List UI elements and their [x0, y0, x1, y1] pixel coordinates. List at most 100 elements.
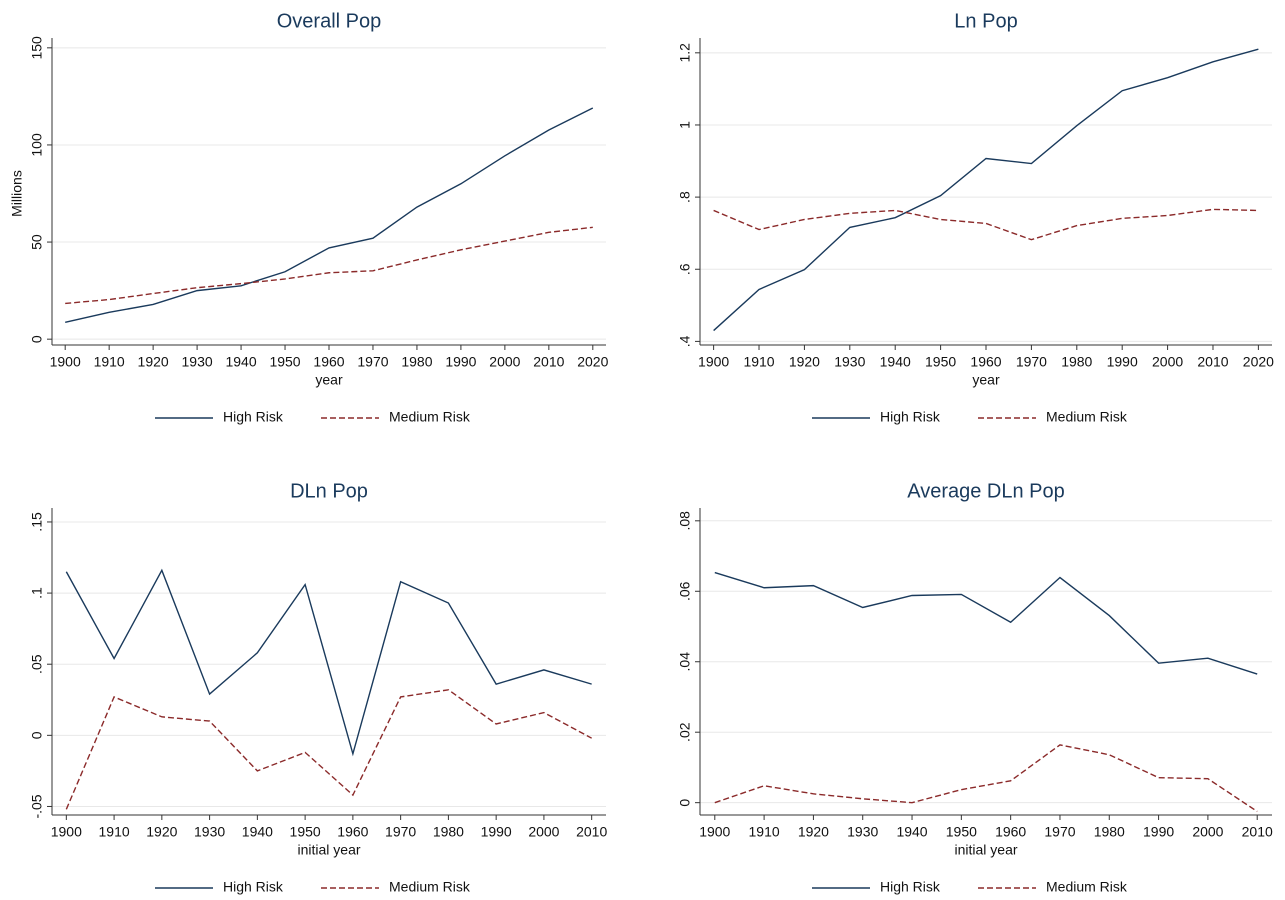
y-tick-label: .6: [677, 263, 693, 275]
x-tick-label: 1910: [94, 354, 125, 370]
x-axis-label: year: [315, 372, 343, 388]
y-tick-label: 0: [677, 799, 693, 807]
panel: DLn Pop -.05 0 .05 .1 .15 1900 1910 1920 1930 1940…: [29, 480, 608, 894]
x-tick-label: 1960: [995, 824, 1026, 840]
chart-title: Ln Pop: [954, 10, 1017, 32]
y-tick-label: .8: [677, 191, 693, 203]
x-tick-label: 2000: [489, 354, 520, 370]
y-tick-label: 100: [29, 133, 45, 157]
x-tick-label: 2000: [1192, 824, 1223, 840]
x-tick-label: 1970: [385, 824, 416, 840]
x-tick-label: 1940: [896, 824, 927, 840]
y-tick-label: .06: [677, 581, 693, 601]
x-tick-label: 1990: [1107, 354, 1138, 370]
x-tick-label: 2010: [533, 354, 564, 370]
x-tick-label: 1950: [925, 354, 956, 370]
x-tick-label: 1990: [445, 354, 476, 370]
legend-label: High Risk: [223, 879, 284, 895]
legend-label: High Risk: [223, 409, 284, 425]
x-tick-label: 1930: [182, 354, 213, 370]
chart-title: DLn Pop: [290, 480, 368, 502]
series-line: [65, 568, 592, 757]
x-tick-label: 1910: [743, 354, 774, 370]
panel: Average DLn Pop 0 .02 .04 .06 .08 1900 1910 1920…: [677, 480, 1273, 894]
x-tick-label: 1920: [146, 824, 177, 840]
y-tick-label: 1.2: [677, 43, 693, 63]
x-tick-label: 2000: [528, 824, 559, 840]
chart-title: Overall Pop: [277, 10, 382, 32]
y-tick-label: .1: [29, 587, 45, 599]
y-tick-label: 0: [29, 335, 45, 343]
y-tick-label: 150: [29, 36, 45, 60]
x-tick-label: 1920: [789, 354, 820, 370]
chart-title: Average DLn Pop: [907, 480, 1065, 502]
x-tick-label: 1950: [946, 824, 977, 840]
y-tick-label: .15: [29, 512, 45, 532]
x-axis-label: year: [972, 372, 1000, 388]
y-tick-label: .04: [677, 652, 693, 672]
x-tick-label: 1990: [481, 824, 512, 840]
x-tick-label: 1940: [242, 824, 273, 840]
x-tick-label: 2010: [1242, 824, 1273, 840]
x-tick-label: 2020: [1243, 354, 1274, 370]
x-tick-label: 1920: [798, 824, 829, 840]
x-tick-label: 1980: [1094, 824, 1125, 840]
series-line: [713, 48, 1259, 332]
x-tick-label: 1960: [970, 354, 1001, 370]
x-tick-label: 1960: [313, 354, 344, 370]
x-tick-label: 1980: [1061, 354, 1092, 370]
x-tick-label: 2000: [1152, 354, 1183, 370]
legend-label: Medium Risk: [1046, 879, 1128, 895]
x-tick-label: 1900: [51, 824, 82, 840]
x-tick-label: 1930: [834, 354, 865, 370]
x-tick-label: 1930: [194, 824, 225, 840]
x-tick-label: 1970: [1016, 354, 1047, 370]
x-tick-label: 1970: [357, 354, 388, 370]
y-tick-label: .08: [677, 511, 693, 531]
y-tick-label: .05: [29, 654, 45, 674]
x-tick-label: 1950: [269, 354, 300, 370]
x-tick-label: 1980: [433, 824, 464, 840]
y-tick-label: 1: [677, 121, 693, 129]
legend-label: Medium Risk: [389, 879, 471, 895]
legend-label: Medium Risk: [389, 409, 471, 425]
series-line: [713, 208, 1259, 241]
x-tick-label: 1950: [290, 824, 321, 840]
y-tick-label: 50: [29, 234, 45, 250]
x-tick-label: 1900: [698, 354, 729, 370]
y-tick-label: 0: [29, 731, 45, 739]
x-tick-label: 1930: [847, 824, 878, 840]
x-tick-label: 1960: [337, 824, 368, 840]
x-tick-label: 2010: [1197, 354, 1228, 370]
x-tick-label: 1920: [138, 354, 169, 370]
x-tick-label: 2020: [577, 354, 608, 370]
x-tick-label: 1970: [1044, 824, 1075, 840]
y-tick-label: .4: [677, 335, 693, 347]
series-line: [714, 571, 1258, 675]
panel: Ln Pop .4 .6 .8 1 1.2 1900 1910 1920 1930 1940 1950…: [677, 10, 1274, 424]
y-tick-label: -.05: [29, 794, 45, 818]
x-axis-label: initial year: [297, 842, 360, 858]
y-tick-label: .02: [677, 722, 693, 742]
legend-label: High Risk: [880, 409, 941, 425]
series-line: [65, 689, 593, 810]
series-line: [65, 226, 593, 305]
x-tick-label: 1910: [99, 824, 130, 840]
x-tick-label: 1900: [50, 354, 81, 370]
series-line: [65, 107, 594, 323]
x-tick-label: 1900: [699, 824, 730, 840]
x-tick-label: 1990: [1143, 824, 1174, 840]
legend-label: Medium Risk: [1046, 409, 1128, 425]
x-tick-label: 1980: [401, 354, 432, 370]
legend-label: High Risk: [880, 879, 941, 895]
x-tick-label: 1910: [749, 824, 780, 840]
panel: Overall Pop 0 50 100 150 1900 1910 1920 1930 1940…: [9, 10, 609, 424]
series-line: [714, 744, 1258, 813]
x-axis-label: initial year: [954, 842, 1017, 858]
x-tick-label: 2010: [576, 824, 607, 840]
y-axis-label: Millions: [9, 170, 25, 217]
x-tick-label: 1940: [225, 354, 256, 370]
x-tick-label: 1940: [880, 354, 911, 370]
